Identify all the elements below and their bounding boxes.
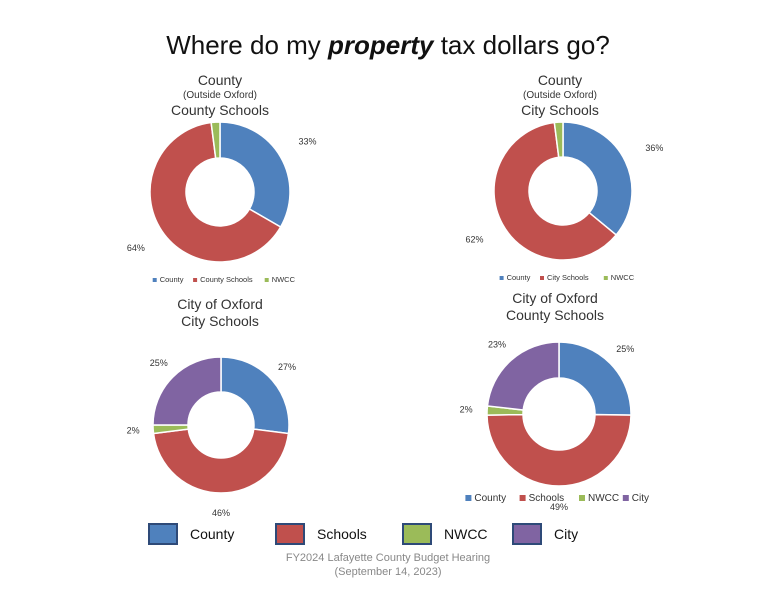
slice-county-schools xyxy=(149,121,282,263)
legend-swatch-county xyxy=(465,495,472,501)
legend-swatch-nwcc xyxy=(603,276,608,280)
footer: FY2024 Lafayette County Budget Hearing (… xyxy=(0,551,776,579)
legend-label-city-schools: City Schools xyxy=(547,273,589,282)
chart3-donut: 27% 46% 2% 25% xyxy=(127,356,296,518)
chart1-title-line1: County xyxy=(197,72,243,88)
chart4-donut: 25% 49% 2% 23% County Schools NWCC City xyxy=(460,340,649,512)
title-suffix: tax dollars go? xyxy=(433,30,610,60)
legend-swatch-county xyxy=(152,278,157,282)
legend-item-schools: Schools xyxy=(275,520,367,548)
chart1-title-line3: County Schools xyxy=(170,102,270,118)
slice-label-city: 23% xyxy=(488,340,506,350)
slice-city-schools xyxy=(493,121,618,261)
slice-city xyxy=(486,341,560,411)
chart3-title: City of Oxford City Schools xyxy=(120,296,320,330)
legend-label-county-schools: County Schools xyxy=(200,275,253,284)
slice-label-county: 36% xyxy=(645,143,663,153)
slice-county xyxy=(220,356,290,435)
legend-label-county: County xyxy=(507,273,531,282)
footer-line1: FY2024 Lafayette County Budget Hearing xyxy=(285,552,491,564)
slice-county xyxy=(219,121,291,229)
legend-swatch-county-schools xyxy=(193,278,198,282)
legend-swatch-schools xyxy=(275,523,305,545)
legend-label-nwcc: NWCC xyxy=(444,526,488,542)
legend-label-city: City xyxy=(554,526,579,542)
chart2-title-line1: County xyxy=(537,72,583,88)
legend-item-city: City xyxy=(512,520,578,548)
legend-label-nwcc: NWCC xyxy=(611,273,635,282)
slice-label-county: 25% xyxy=(616,344,634,354)
slice-label-county: 33% xyxy=(298,137,316,147)
chart2-title-line3: City Schools xyxy=(521,102,599,118)
legend-swatch-nwcc xyxy=(579,495,585,501)
legend-label-schools: Schools xyxy=(529,493,565,504)
slice-label-schools: 49% xyxy=(550,502,568,512)
chart3-title-line2: City Schools xyxy=(181,313,259,329)
chart1-title: County (Outside Oxford) County Schools xyxy=(120,72,320,119)
legend-swatch-nwcc xyxy=(264,278,269,282)
slice-label-nwcc: 2% xyxy=(127,426,140,436)
legend-label-schools: Schools xyxy=(317,526,367,542)
chart2-title: County (Outside Oxford) City Schools xyxy=(460,72,660,119)
footer-line2: (September 14, 2023) xyxy=(334,566,442,578)
chart2-title-line2: (Outside Oxford) xyxy=(523,90,597,101)
legend-label-county: County xyxy=(160,275,184,284)
legend-swatch-nwcc xyxy=(402,523,432,545)
legend-swatch-city xyxy=(512,523,542,545)
legend-swatch-city-schools xyxy=(540,276,544,280)
title-emphasis: property xyxy=(328,30,434,60)
legend-label-city: City xyxy=(632,493,649,504)
slice-city xyxy=(152,356,222,426)
chart4-legend: County Schools NWCC City xyxy=(465,493,649,504)
slice-county xyxy=(562,121,633,237)
chart4-title-line1: City of Oxford xyxy=(512,290,598,306)
legend-swatch-county xyxy=(499,276,504,280)
legend-item-county: County xyxy=(148,520,234,548)
slice-label-city-schools: 62% xyxy=(465,235,483,245)
legend-swatch-county xyxy=(148,523,178,545)
slice-label-nwcc: 2% xyxy=(460,405,473,415)
chart4-title: City of Oxford County Schools xyxy=(455,290,655,324)
slice-nwcc xyxy=(210,121,221,160)
legend-label-county: County xyxy=(474,493,506,504)
slice-label-county: 27% xyxy=(278,362,296,372)
legend-label-nwcc: NWCC xyxy=(588,493,619,504)
chart4-title-line2: County Schools xyxy=(505,307,605,323)
chart3-title-line1: City of Oxford xyxy=(177,296,263,312)
legend-label-county: County xyxy=(190,526,235,542)
main-legend: County Schools NWCC City xyxy=(0,520,776,548)
slice-county xyxy=(558,341,632,416)
slice-nwcc xyxy=(553,121,564,159)
chart1-legend: County County Schools NWCC xyxy=(152,275,296,284)
title-prefix: Where do my xyxy=(166,30,329,60)
legend-swatch-schools xyxy=(519,495,526,501)
slide-title: Where do my property tax dollars go? xyxy=(0,30,776,61)
legend-label-nwcc: NWCC xyxy=(272,275,296,284)
legend-item-nwcc: NWCC xyxy=(402,520,488,548)
chart1-title-line2: (Outside Oxford) xyxy=(183,90,257,101)
chart2-legend: County City Schools NWCC xyxy=(499,273,635,282)
legend-swatch-city xyxy=(622,495,629,501)
slice-schools xyxy=(486,413,632,487)
slice-label-county-schools: 64% xyxy=(127,243,145,253)
slice-label-schools: 46% xyxy=(212,508,230,518)
slice-schools xyxy=(152,428,290,494)
slice-label-city: 25% xyxy=(150,358,168,368)
